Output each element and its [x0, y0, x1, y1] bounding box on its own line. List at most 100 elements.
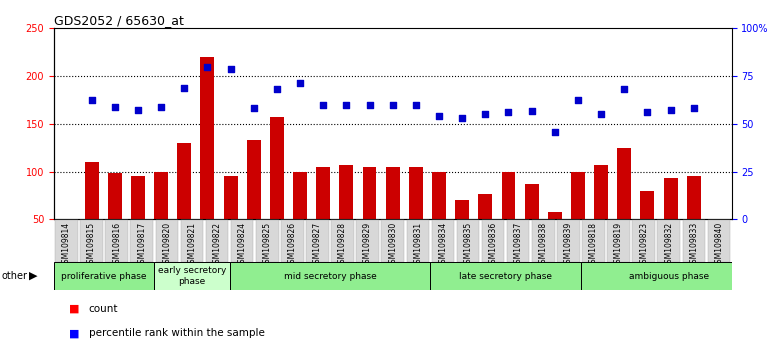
- Bar: [664, 178, 678, 219]
- Text: GSM109814: GSM109814: [62, 222, 71, 268]
- FancyBboxPatch shape: [581, 262, 757, 290]
- Text: GSM109824: GSM109824: [238, 222, 246, 268]
- Bar: [548, 212, 562, 219]
- Point: [572, 97, 584, 103]
- Text: GSM109815: GSM109815: [87, 222, 96, 268]
- Bar: [85, 162, 99, 219]
- Text: mid secretory phase: mid secretory phase: [283, 272, 377, 281]
- Bar: [641, 191, 654, 219]
- Bar: [200, 57, 214, 219]
- Bar: [340, 165, 353, 219]
- FancyBboxPatch shape: [206, 220, 229, 262]
- FancyBboxPatch shape: [154, 262, 229, 290]
- Bar: [154, 172, 168, 219]
- Point: [340, 102, 353, 108]
- Point: [248, 105, 260, 110]
- Text: early secretory
phase: early secretory phase: [158, 267, 226, 286]
- Text: GSM109826: GSM109826: [288, 222, 296, 268]
- Bar: [618, 148, 631, 219]
- FancyBboxPatch shape: [281, 220, 303, 262]
- FancyBboxPatch shape: [331, 220, 353, 262]
- Text: GSM109818: GSM109818: [589, 222, 598, 268]
- Point: [155, 104, 167, 109]
- Bar: [131, 176, 145, 219]
- FancyBboxPatch shape: [407, 220, 429, 262]
- Point: [109, 104, 121, 109]
- Bar: [432, 172, 446, 219]
- Bar: [478, 194, 492, 219]
- Bar: [524, 184, 538, 219]
- Point: [317, 102, 330, 108]
- Text: GSM109825: GSM109825: [263, 222, 272, 268]
- FancyBboxPatch shape: [557, 220, 580, 262]
- Point: [595, 112, 608, 117]
- FancyBboxPatch shape: [381, 220, 404, 262]
- Text: GSM109831: GSM109831: [413, 222, 422, 268]
- Text: GSM109840: GSM109840: [715, 222, 724, 268]
- Bar: [409, 167, 423, 219]
- Text: GSM109838: GSM109838: [539, 222, 547, 268]
- Bar: [363, 167, 377, 219]
- FancyBboxPatch shape: [632, 220, 655, 262]
- Text: GSM109833: GSM109833: [689, 222, 698, 268]
- Text: GSM109834: GSM109834: [438, 222, 447, 268]
- FancyBboxPatch shape: [156, 220, 178, 262]
- FancyBboxPatch shape: [432, 220, 454, 262]
- Bar: [386, 167, 400, 219]
- Bar: [293, 172, 307, 219]
- Text: GSM109827: GSM109827: [313, 222, 322, 268]
- Point: [201, 64, 213, 69]
- Text: GSM109832: GSM109832: [665, 222, 673, 268]
- Text: ■: ■: [69, 328, 80, 338]
- FancyBboxPatch shape: [482, 220, 504, 262]
- FancyBboxPatch shape: [608, 220, 630, 262]
- Point: [178, 85, 190, 90]
- Point: [549, 129, 561, 135]
- Point: [85, 97, 98, 103]
- Bar: [316, 167, 330, 219]
- FancyBboxPatch shape: [231, 220, 253, 262]
- FancyBboxPatch shape: [658, 220, 680, 262]
- Point: [665, 107, 677, 113]
- FancyBboxPatch shape: [357, 220, 379, 262]
- FancyBboxPatch shape: [80, 220, 103, 262]
- Text: GSM109821: GSM109821: [187, 222, 196, 268]
- Text: GSM109839: GSM109839: [564, 222, 573, 268]
- Text: GSM109829: GSM109829: [363, 222, 372, 268]
- Text: GSM109828: GSM109828: [338, 222, 347, 268]
- FancyBboxPatch shape: [256, 220, 279, 262]
- Point: [271, 86, 283, 91]
- FancyBboxPatch shape: [430, 262, 581, 290]
- FancyBboxPatch shape: [181, 220, 203, 262]
- FancyBboxPatch shape: [54, 262, 154, 290]
- Text: GSM109823: GSM109823: [639, 222, 648, 268]
- Text: percentile rank within the sample: percentile rank within the sample: [89, 328, 264, 338]
- Text: GSM109837: GSM109837: [514, 222, 523, 268]
- Text: GSM109816: GSM109816: [112, 222, 121, 268]
- Text: proliferative phase: proliferative phase: [62, 272, 147, 281]
- Point: [688, 105, 700, 110]
- Text: ■: ■: [69, 303, 80, 314]
- Point: [456, 115, 468, 121]
- Text: GSM109835: GSM109835: [464, 222, 473, 268]
- Text: count: count: [89, 303, 118, 314]
- FancyBboxPatch shape: [507, 220, 530, 262]
- FancyBboxPatch shape: [55, 220, 78, 262]
- FancyBboxPatch shape: [532, 220, 554, 262]
- Bar: [270, 117, 284, 219]
- FancyBboxPatch shape: [582, 220, 604, 262]
- Text: GSM109822: GSM109822: [213, 222, 222, 268]
- Text: GSM109836: GSM109836: [489, 222, 497, 268]
- FancyBboxPatch shape: [708, 220, 730, 262]
- FancyBboxPatch shape: [682, 220, 705, 262]
- Point: [132, 107, 144, 113]
- FancyBboxPatch shape: [130, 220, 153, 262]
- Point: [363, 102, 376, 108]
- Point: [387, 102, 399, 108]
- Text: GSM109819: GSM109819: [614, 222, 623, 268]
- FancyBboxPatch shape: [229, 262, 430, 290]
- FancyBboxPatch shape: [457, 220, 479, 262]
- Bar: [594, 165, 608, 219]
- Bar: [247, 140, 261, 219]
- Point: [410, 102, 422, 108]
